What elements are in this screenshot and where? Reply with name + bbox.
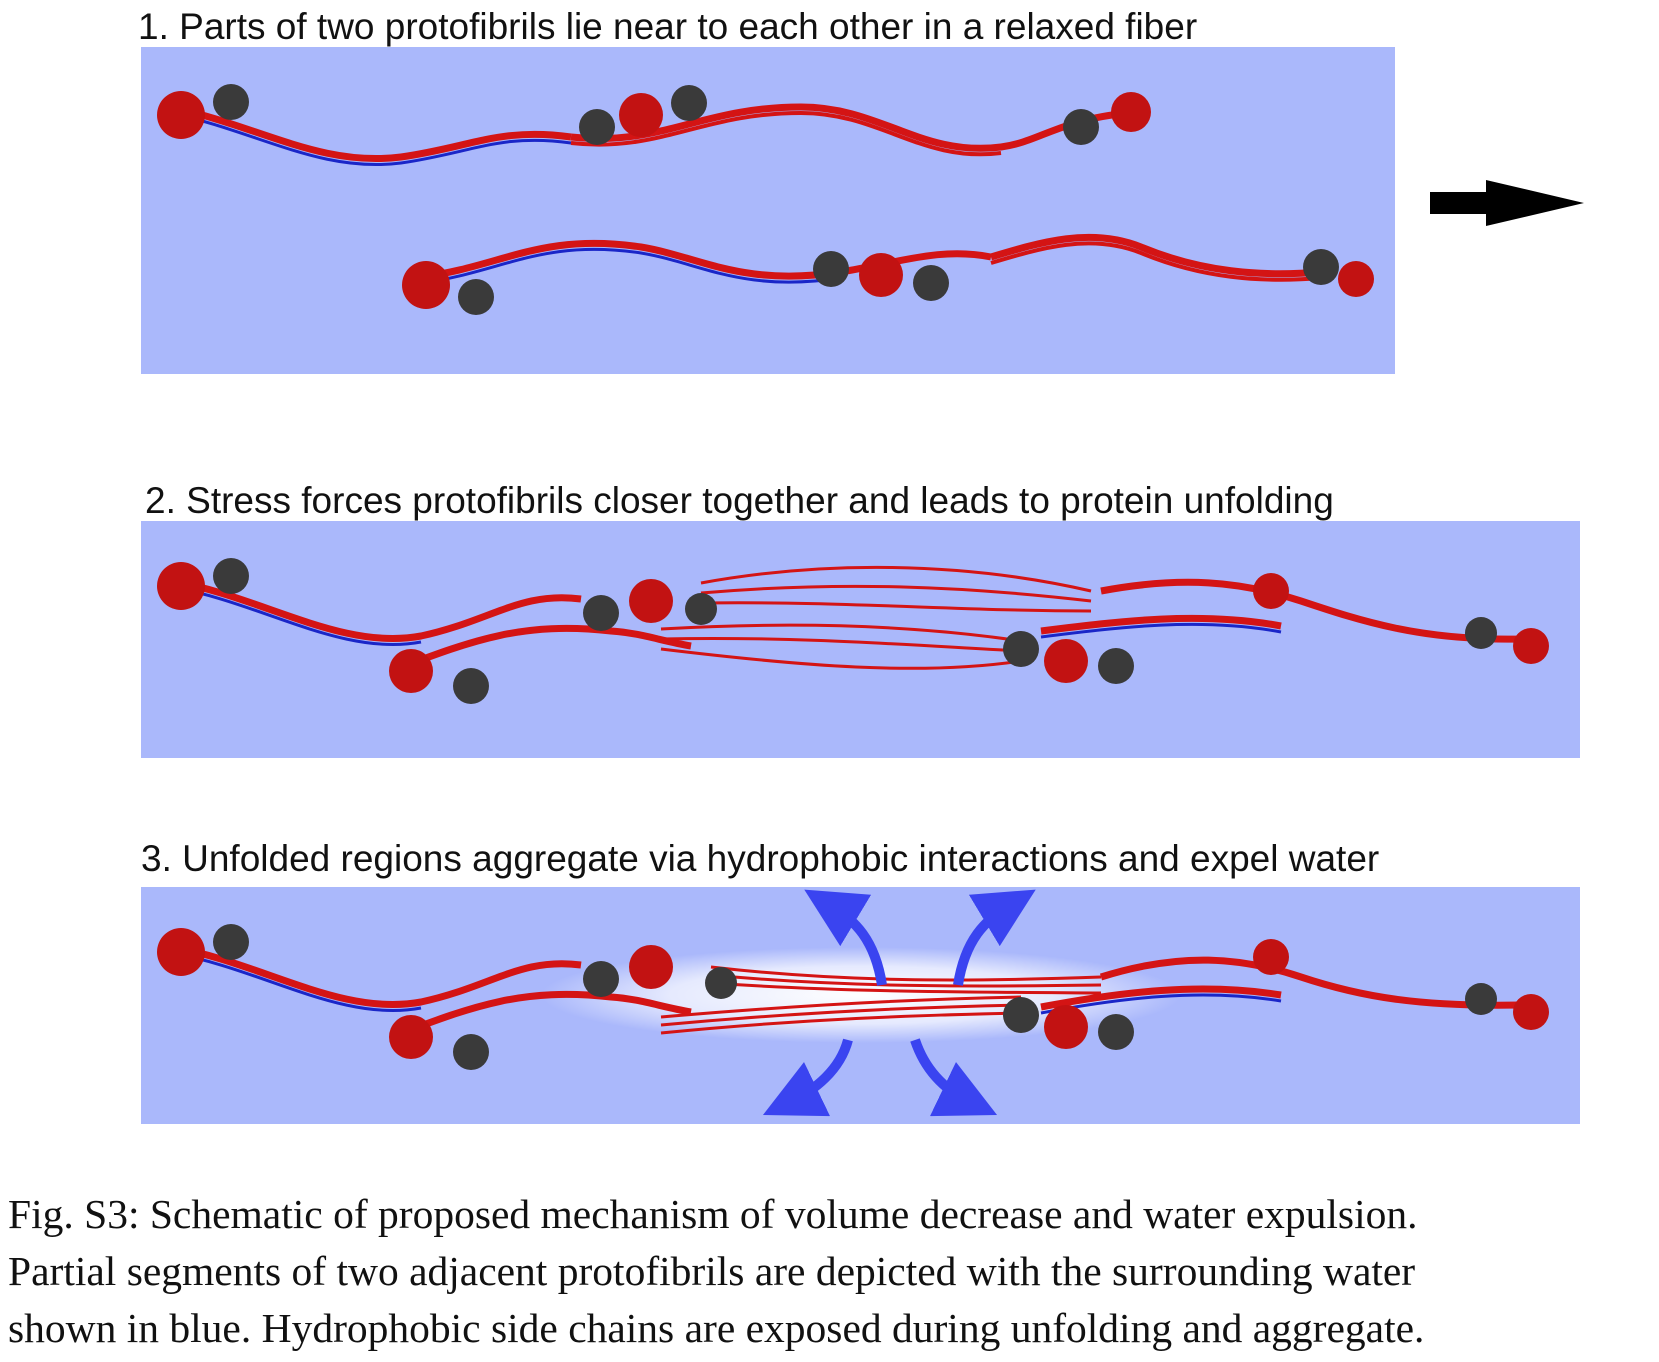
- panel-1-water: [141, 47, 1395, 374]
- right-arrow-icon: [1430, 180, 1584, 226]
- panel-2-protofibrils: [157, 558, 1549, 704]
- panel-3-water: [141, 887, 1580, 1124]
- panel-3-protofibrils: [157, 924, 1549, 1070]
- panel-1-protofibrils: [157, 84, 1374, 315]
- unfolded-strands-lower: [660, 623, 1022, 670]
- figure-caption: Fig. S3: Schematic of proposed mechanism…: [8, 1186, 1656, 1357]
- panel-2-title: 2. Stress forces protofibrils closer tog…: [145, 480, 1334, 521]
- caption-line: Partial segments of two adjacent protofi…: [8, 1248, 1416, 1294]
- protofibril-lower: [402, 233, 1374, 315]
- panel-1-title: 1. Parts of two protofibrils lie near to…: [138, 6, 1198, 47]
- panel-2-water: [141, 521, 1580, 758]
- caption-line: Fig. S3: Schematic of proposed mechanism…: [8, 1191, 1418, 1237]
- protofibril-upper: [157, 84, 1151, 167]
- panel-3-title: 3. Unfolded regions aggregate via hydrop…: [141, 838, 1380, 879]
- aggregated-strands: [660, 965, 1102, 1035]
- caption-line: shown in blue. Hydrophobic side chains a…: [8, 1305, 1425, 1351]
- unfolded-strands-upper: [700, 565, 1092, 613]
